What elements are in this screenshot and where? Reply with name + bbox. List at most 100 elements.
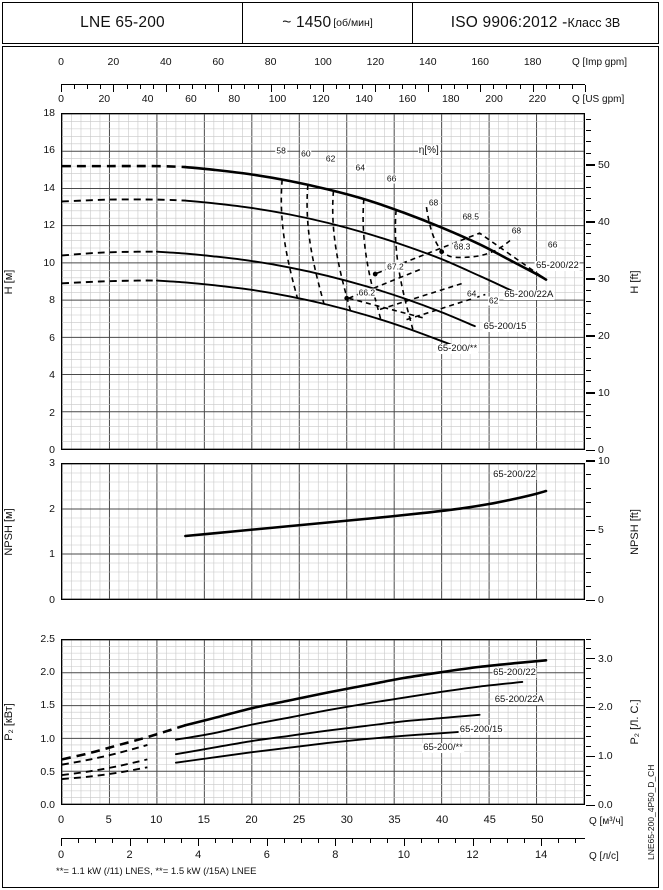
m3h-tick: 30 <box>340 814 353 826</box>
m3h-tick: 10 <box>150 814 163 826</box>
right-axis-minor-tick <box>586 667 591 669</box>
header-model-cell: LNE 65-200 <box>3 3 243 43</box>
us-gpm-tick: 40 <box>141 93 154 105</box>
right-axis-minor-tick <box>586 697 591 699</box>
head-y-tick-right: 20 <box>598 329 610 342</box>
head-curve-dashed <box>62 164 186 169</box>
efficiency-label: 62 <box>324 153 337 164</box>
speed-unit: [об/мин] <box>333 17 373 29</box>
power-y-tick-right: 0.0 <box>598 799 613 811</box>
imp-gpm-tick: 80 <box>264 56 277 68</box>
power-plot: 65-200/22 65-200/22A 65-200/15 65-200/** <box>61 639 585 805</box>
imp-gpm-tick: 0 <box>58 56 64 68</box>
imp-gpm-caption: Q [Imp gpm] <box>572 57 628 68</box>
power-y-axis-title: P₂ [кВт] <box>3 703 15 741</box>
bep-marker <box>439 249 445 255</box>
head-y-tick: 2 <box>49 406 55 419</box>
head-y-tick-right: 30 <box>598 272 610 285</box>
footnote: **= 1.1 kW (/11) LNES, **= 1.5 kW (/15A)… <box>56 866 257 877</box>
right-axis-minor-tick <box>586 266 591 268</box>
head-curve-dashed <box>62 250 157 257</box>
right-axis-minor-tick <box>586 278 591 280</box>
bep-efficiency-label: 68.3 <box>452 241 472 252</box>
right-axis-minor-tick <box>586 187 591 189</box>
m3h-tick: 5 <box>105 814 112 826</box>
right-axis-minor-tick <box>586 706 591 708</box>
head-curve-dashed <box>62 758 148 777</box>
power-y-tick: 0.0 <box>40 799 55 811</box>
header-standard-cell: ISO 9906:2012 - Класс 3В <box>413 3 658 43</box>
curve-solid <box>155 279 462 350</box>
us-gpm-tick: 220 <box>528 93 547 105</box>
head-y-tick: 0 <box>49 444 55 456</box>
iso-efficiency-line <box>331 190 352 312</box>
m3h-tick: 40 <box>435 814 449 826</box>
right-axis-minor-tick <box>586 687 591 689</box>
curve-solid <box>184 659 548 727</box>
efficiency-label: 66 <box>546 239 559 250</box>
imp-gpm-tick: 60 <box>212 56 225 68</box>
efficiency-label: 68 <box>427 197 440 208</box>
right-axis-minor-tick <box>586 648 591 650</box>
head-plot: 58 60 62 64 66 68 68.5 68 66 64 62 68.3 67.2 66.2 η[%]… <box>61 113 585 450</box>
iso-efficiency-line <box>376 232 547 281</box>
head-y-tick: 6 <box>49 331 55 344</box>
curve-label: 65-200/** <box>422 742 464 754</box>
curve-label: 65-200/15 <box>458 723 504 735</box>
right-axis-minor-tick <box>586 543 591 545</box>
ls-tick: 14 <box>534 849 548 861</box>
imp-gpm-tick: 160 <box>471 56 489 68</box>
right-axis-minor-tick <box>586 755 591 757</box>
head-y-tick: 14 <box>43 181 55 194</box>
bep-efficiency-label: 66.2 <box>357 287 377 298</box>
right-axis-tick <box>586 460 595 462</box>
curve-solid <box>184 199 524 297</box>
iso-efficiency-line <box>406 293 486 321</box>
ls-tick-ruler <box>61 838 585 846</box>
efficiency-label: 68.5 <box>461 211 480 222</box>
npsh-y-axis-title-right: NPSH [ft] <box>629 508 641 555</box>
npsh-y-tick-right: 10 <box>598 454 610 467</box>
head-y-tick: 8 <box>49 294 55 307</box>
right-axis-minor-tick <box>586 221 591 223</box>
curve-label: 65-200/22 <box>535 259 580 271</box>
npsh-y-tick: 2 <box>49 502 55 515</box>
curve-label: 65-200/22A <box>503 288 555 300</box>
imp-gpm-tick: 180 <box>523 56 542 68</box>
m3h-tick: 20 <box>245 814 258 826</box>
right-axis-minor-tick <box>586 301 591 303</box>
us-gpm-tick: 120 <box>312 93 330 105</box>
m3h-tick: 50 <box>531 814 544 826</box>
iso-efficiency-line <box>348 297 423 319</box>
right-axis-minor-tick <box>586 599 591 601</box>
document-code: LNE65-200_4P50_D_CH <box>646 764 656 860</box>
power-y-tick-right: 3.0 <box>598 652 613 665</box>
efficiency-label: 62 <box>487 295 500 306</box>
head-curve-dashed <box>62 766 148 781</box>
head-y-tick: 12 <box>43 219 55 232</box>
curve-label: 65-200/22A <box>493 693 545 705</box>
right-axis-minor-tick <box>586 746 591 747</box>
imp-gpm-tick: 100 <box>314 56 332 68</box>
right-axis-minor-tick <box>586 403 591 405</box>
curve-label: 65-200/15 <box>482 321 528 333</box>
head-y-tick: 4 <box>49 369 55 382</box>
npsh-y-tick-right: 5 <box>598 524 604 537</box>
right-axis-minor-tick <box>586 141 591 143</box>
npsh-y-tick: 3 <box>49 457 55 469</box>
right-axis-minor-tick <box>586 736 591 738</box>
right-axis-minor-tick <box>586 804 591 806</box>
npsh-y-axis-title: NPSH [м] <box>3 507 15 556</box>
imp-gpm-tick: 40 <box>159 56 172 68</box>
head-y-axis-title-right: H [ft] <box>629 269 641 294</box>
head-y-axis-title: H [м] <box>3 269 15 294</box>
eta-axis-label: η[%] <box>417 145 440 157</box>
ls-tick: 6 <box>263 849 270 861</box>
power-y-tick-right: 1.0 <box>598 750 613 763</box>
right-axis-minor-tick <box>586 794 591 796</box>
right-axis-minor-tick <box>586 474 591 476</box>
right-axis-minor-tick <box>586 765 591 767</box>
npsh-plot: 65-200/22 <box>61 463 585 600</box>
right-axis-minor-tick <box>586 152 591 154</box>
